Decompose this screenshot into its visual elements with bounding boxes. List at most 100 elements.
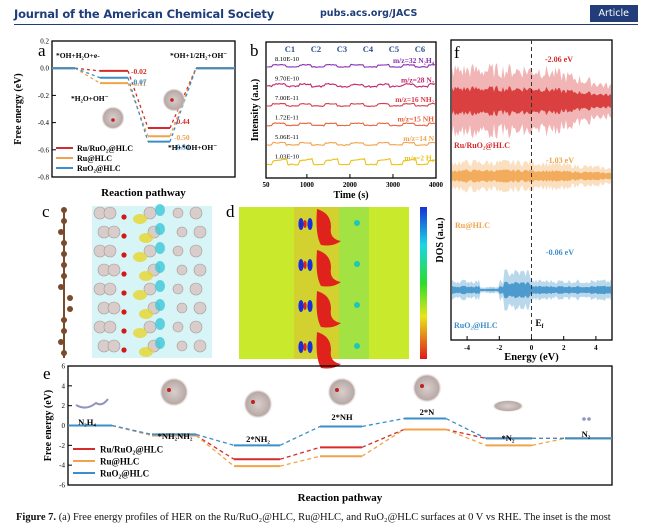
carbon-atom [58, 284, 64, 290]
x-tick-label: -4 [464, 344, 470, 352]
scale-label: 8.10E-10 [275, 56, 299, 63]
fermi-label: E [536, 318, 542, 328]
value-label: -0.11 [131, 79, 146, 88]
x-axis-label: Energy (eV) [504, 352, 559, 363]
y-axis-label: Free energy (eV) [13, 73, 24, 144]
cluster-inset-atom [170, 98, 174, 102]
scale-label: 1.72E-11 [275, 115, 299, 122]
figure-canvas: a0.2 0.0 -0.2 -0.4 -0.6 -0.8 Free energy (eV) R… [13, 38, 613, 504]
cycle-label: C4 [363, 44, 374, 54]
ru-atom [189, 282, 203, 296]
transition-line [279, 425, 321, 446]
caption-text: (a) Free energy profiles of HER on the R… [56, 512, 611, 523]
y-tick-label: 6 [62, 363, 66, 371]
high-density-lobe [316, 209, 341, 246]
figure-caption: Figure 7. (a) Free energy profiles of HE… [16, 512, 611, 523]
transition-line [195, 434, 235, 460]
ru-atom [193, 301, 207, 315]
cluster-inset-image [101, 106, 125, 130]
oxygen-atom [121, 233, 127, 239]
caption-label: Figure 7. [16, 512, 57, 523]
x-tick-label: 1000 [300, 181, 315, 189]
cycle-label: C1 [285, 44, 295, 54]
charge-accumulation [133, 290, 147, 300]
cluster-inset-image [412, 373, 442, 403]
ru-atom [176, 340, 188, 352]
transition-line [279, 455, 321, 467]
series-label: m/z=14 N [403, 134, 434, 143]
x-tick-label: 4 [594, 344, 598, 352]
charge-accumulation [139, 309, 153, 319]
cycle-label: C5 [389, 44, 399, 54]
series-label: m/z=2 H₂ [404, 154, 434, 163]
y-tick-label: 0.2 [40, 38, 49, 46]
ru-atom [103, 206, 117, 220]
high-density-lobe [316, 332, 341, 369]
x-tick-label: 3000 [386, 181, 401, 189]
ru-atom [103, 282, 117, 296]
transition-line [361, 417, 405, 428]
cluster-inset-image [162, 88, 186, 112]
oxygen-atom [121, 328, 127, 334]
ru-atom [107, 339, 121, 353]
step-label: *OH+1/2H₂+OH⁻ [170, 51, 227, 60]
scale-label: 9.70E-10 [275, 76, 299, 83]
scale-label: 1.03E-10 [275, 154, 299, 161]
hydrazine-molecule-icon [75, 398, 109, 409]
charge-depletion [155, 261, 165, 273]
ru-atom [189, 320, 203, 334]
ru-atom [172, 283, 184, 295]
carbon-atom [58, 339, 64, 345]
x-tick-label: 0 [530, 344, 534, 352]
ru-atom [189, 206, 203, 220]
y-tick-label: 4 [62, 382, 66, 390]
step-label: 2*NH₂ [246, 434, 270, 444]
step-label: N₂H₄ [78, 417, 96, 427]
low-density-spot [307, 259, 313, 271]
series-label: m/z=32 N₂H₄ [393, 56, 435, 65]
mid-density-spot [354, 220, 360, 226]
step-label: *H+*OH+OH⁻ [168, 143, 217, 152]
x-tick-label: 2000 [343, 181, 358, 189]
x-tick-label: 4000 [429, 181, 444, 189]
value-label: -0.02 [131, 67, 147, 76]
charge-accumulation [133, 328, 147, 338]
legend-label: Ru/RuO₂@HLC [77, 144, 133, 153]
series-label: Ru/RuO₂@HLC [454, 141, 510, 150]
x-tick-label: -2 [496, 344, 502, 352]
oxygen-atom [121, 290, 127, 296]
ru-atom [176, 264, 188, 276]
d-band-center-label: -2.06 eV [545, 55, 573, 64]
legend-label: RuO₂@HLC [100, 469, 149, 479]
scale-label: 7.00E-11 [275, 95, 299, 102]
slab-inset-image [492, 400, 524, 412]
step-label: 2*N [420, 407, 436, 417]
ru-atom [172, 321, 184, 333]
cluster-inset-atom [111, 118, 115, 122]
carbon-atom [67, 306, 73, 312]
y-tick-label: -0.2 [38, 92, 50, 100]
ru-atom [107, 301, 121, 315]
charge-accumulation [139, 347, 153, 357]
mid-density-spot [354, 343, 360, 349]
x-axis-label: Time (s) [333, 190, 368, 201]
ru-atom [176, 226, 188, 238]
panel-label-c: c [42, 202, 50, 221]
cycle-label: C3 [337, 44, 347, 54]
ms-signal-line [266, 102, 436, 107]
dos-core [452, 85, 611, 117]
charge-depletion [155, 204, 165, 216]
panel-a-hydrogen-evolution-chart: a0.2 0.0 -0.2 -0.4 -0.6 -0.8 Free energy (eV) R… [13, 38, 236, 199]
journal-title: Journal of the American Chemical Society [14, 7, 274, 21]
charge-accumulation [139, 271, 153, 281]
cluster-inset-atom [251, 400, 255, 404]
charge-accumulation [133, 252, 147, 262]
x-axis-label: Reaction pathway [101, 187, 186, 199]
y-tick-label: -0.4 [38, 119, 50, 127]
cluster-inset-image [327, 377, 357, 407]
color-scale-bar [420, 207, 427, 359]
step-label: 2*NH [331, 412, 353, 422]
ru-atom [193, 339, 207, 353]
journal-url[interactable]: pubs.acs.org/JACS [320, 8, 418, 19]
y-tick-label: -6 [59, 482, 65, 490]
